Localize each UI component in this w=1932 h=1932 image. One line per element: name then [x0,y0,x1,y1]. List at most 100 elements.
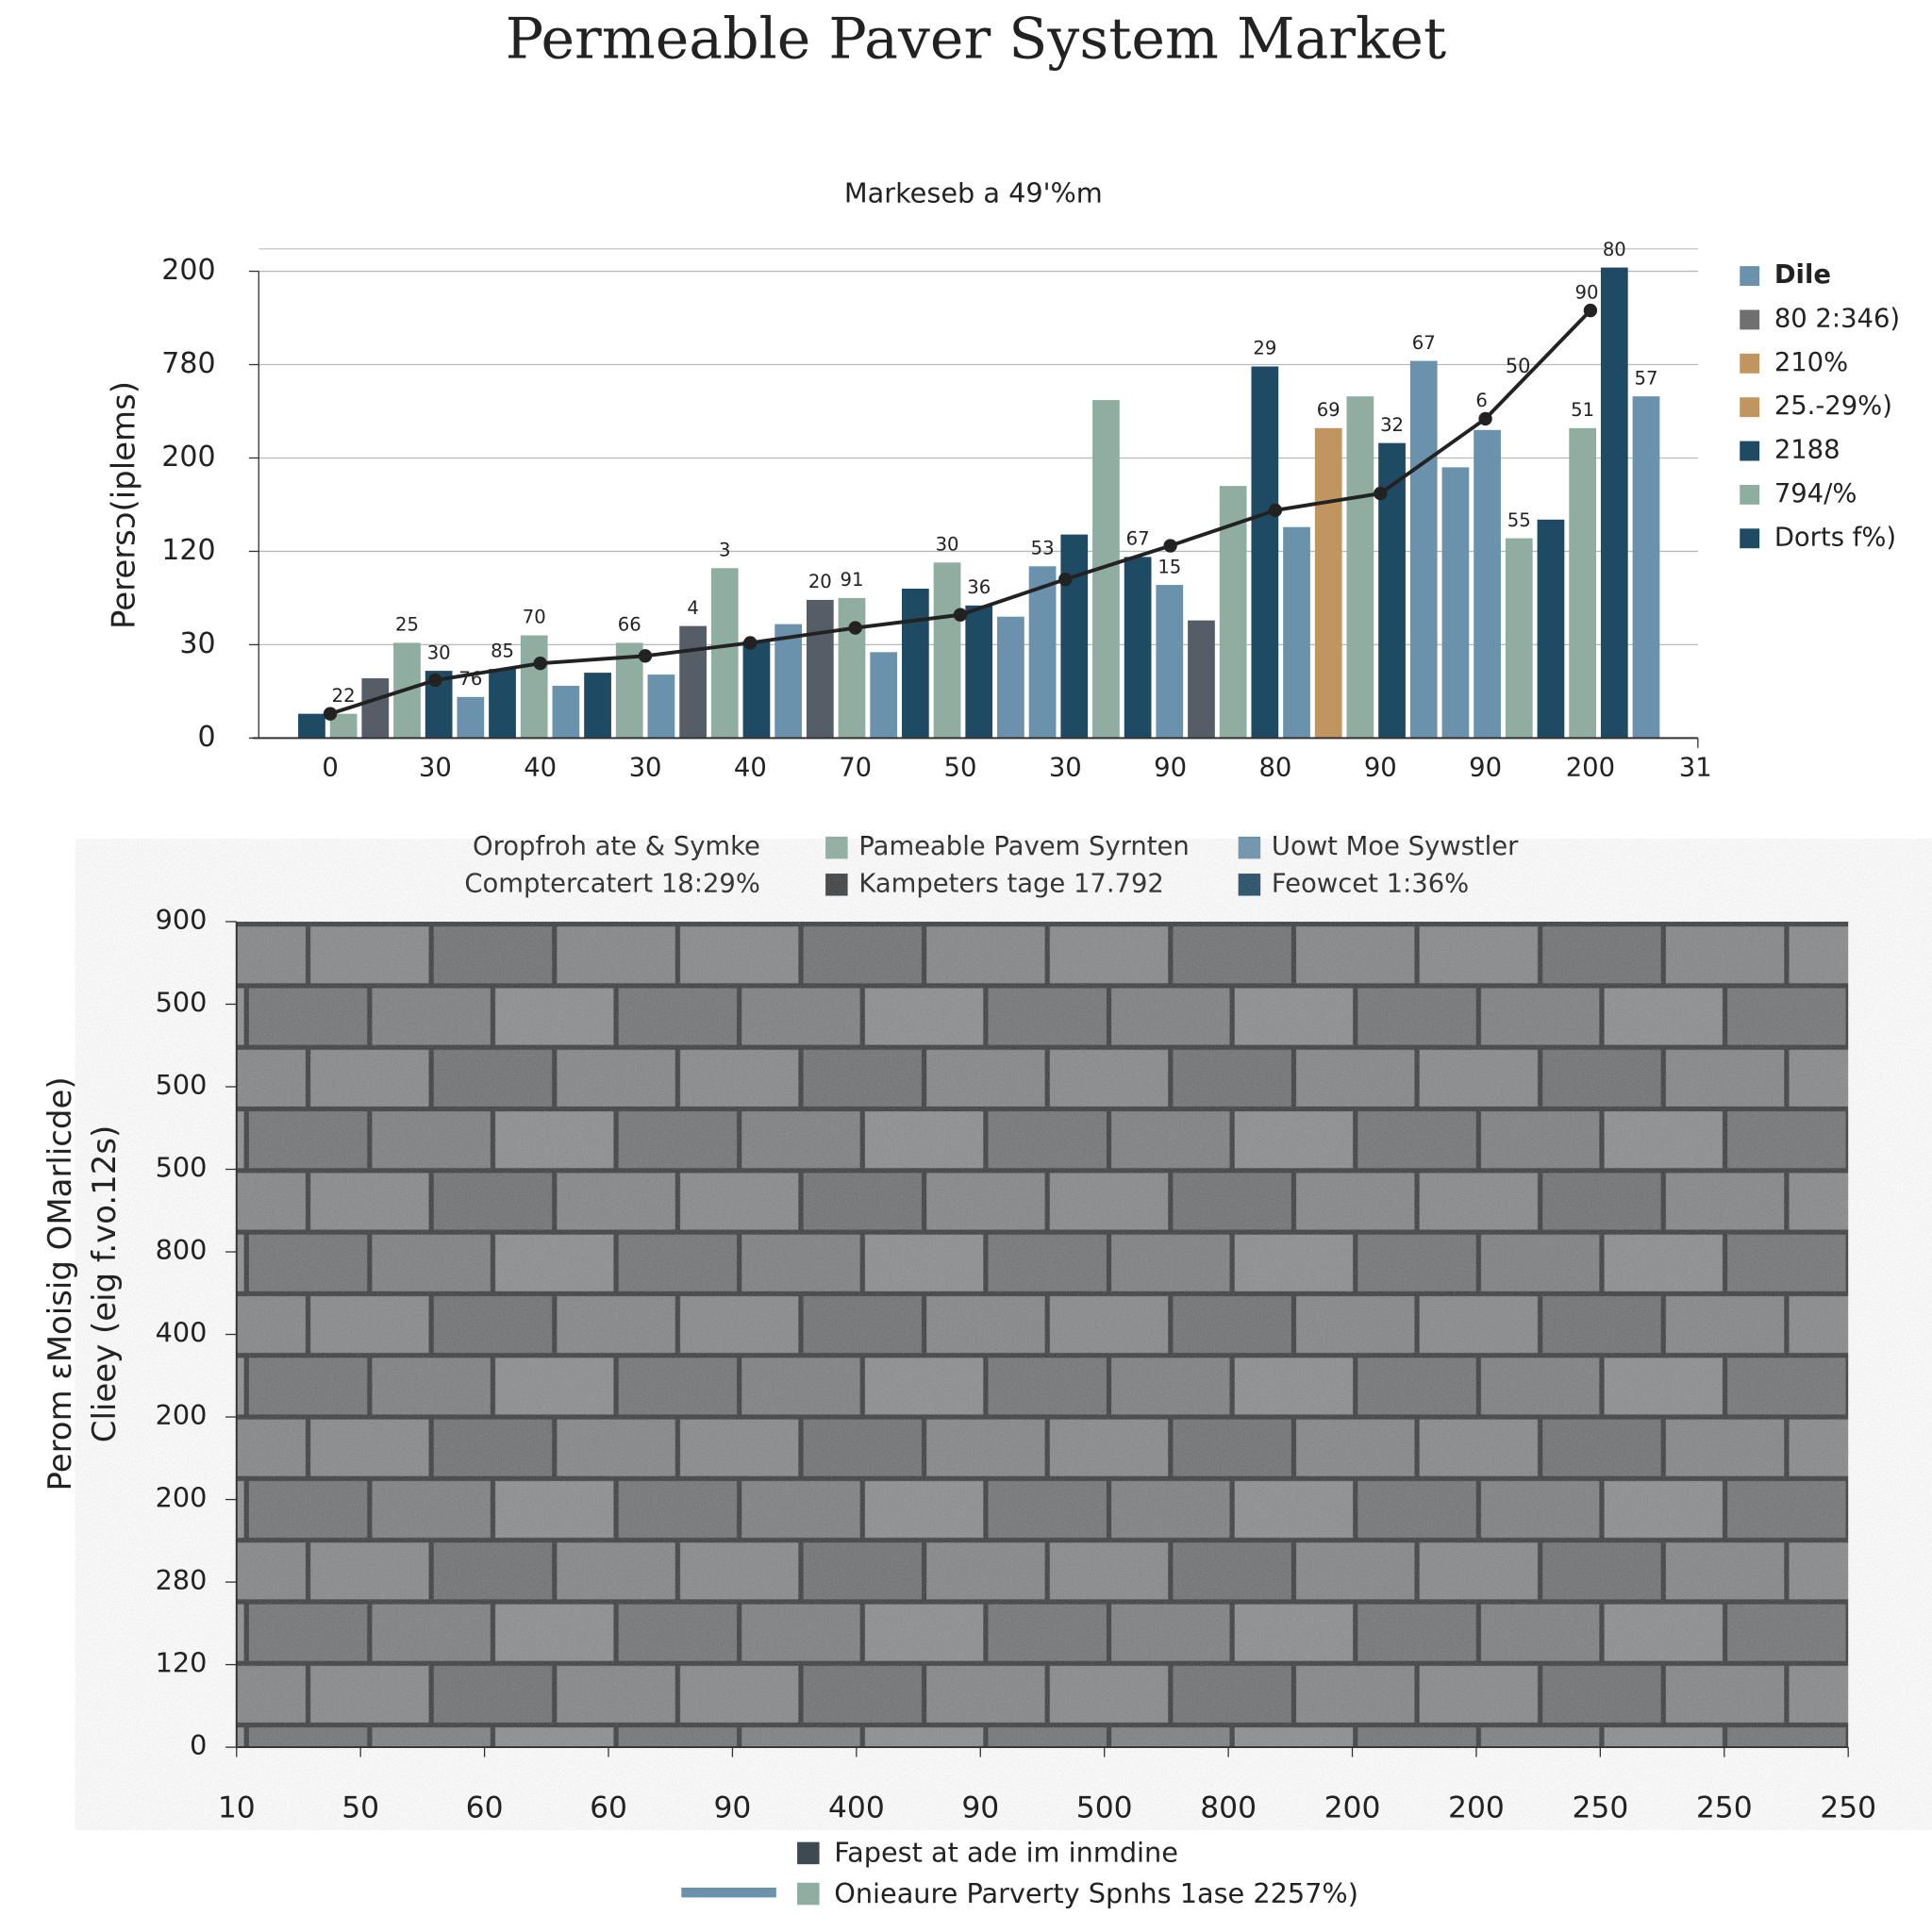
x-tick-label: 200 [1448,1790,1505,1824]
x-tick-label: 250 [1820,1790,1876,1824]
y-tick-label: 500 [156,986,208,1018]
legend-swatch [1740,266,1760,287]
chart-subtitle: Markeseb a 49'%m [844,176,1103,208]
bar-value-label: 30 [427,641,451,663]
bar [1474,429,1501,739]
legend-label: 794/% [1774,479,1857,508]
x-tick-label: 90 [714,1790,752,1824]
bar-value-label: 66 [618,614,641,636]
bar [584,673,611,739]
x-tick-label: 40 [734,754,767,783]
legend-swatch [1238,836,1261,859]
bar-value-label: 30 [936,534,959,556]
x-tick-label: 30 [1049,754,1082,783]
x-tick-label: 90 [1154,754,1187,783]
y-tick-label: 200 [161,254,215,287]
bar [1124,557,1152,739]
trend-point [1268,503,1283,518]
legend-swatch [1740,484,1760,505]
bar [997,616,1024,739]
trend-point [638,649,653,663]
bar-value-label: 67 [1126,528,1150,550]
bar [1188,620,1215,739]
x-tick-label: 50 [944,754,977,783]
legend-swatch [797,1882,820,1906]
bar-value-label: 80 [1603,239,1626,260]
x-tick-label: 200 [1324,1790,1381,1824]
x-tick-label: 50 [341,1790,379,1824]
bar [838,597,866,739]
trend-point [1163,539,1177,553]
bar-value-label: 53 [1031,537,1055,558]
trend-point [1478,411,1492,426]
x-tick-label: 40 [524,754,557,783]
legend-label: Dorts f%) [1774,523,1896,552]
legend-swatch [797,1841,820,1865]
x-tick-label: 90 [961,1790,999,1824]
legend-label: Fapest at ade im inmdine [834,1837,1178,1869]
y-tick-label: 500 [156,1152,208,1184]
y-axis-label: Perersɔ(iplems) [106,381,143,629]
bar [1409,360,1438,739]
bar-value-label: 69 [1317,399,1341,421]
bar-value-label: 55 [1507,509,1531,531]
bar-value-label: 36 [967,576,991,598]
legend-label: 80 2:346) [1774,304,1900,333]
bar-value-label: 25 [395,614,419,636]
x-tick-label: 70 [839,754,872,783]
bar-value-label: 70 [523,607,546,628]
legend-swatch [825,874,848,896]
legend-swatch [825,836,848,859]
y-axis-label: Clieey (eig f.vo.12s) [86,1125,124,1442]
y-tick-label: 900 [156,904,208,936]
bar [1600,267,1628,739]
x-tick-label: 0 [322,754,338,783]
bar-value-label: 15 [1158,556,1181,577]
bar [520,635,548,739]
y-tick-label: 0 [197,721,215,754]
bar [710,568,739,739]
bar [1251,366,1279,739]
legend-label: Feowcet 1:36% [1272,869,1469,898]
bar [933,562,961,739]
legend-label: Kampeters tage 17.792 [858,869,1164,898]
bar-value-label: 3 [719,539,730,560]
page-title: Permeable Paver System Market [506,6,1446,72]
bar [1060,534,1089,739]
y-axis-label: Perom ɛMoisig OMarlicde) [42,1076,79,1491]
y-tick-label: 200 [161,441,215,474]
bar [742,641,771,739]
trend-point [1374,486,1388,501]
legend-label: 210% [1774,348,1848,377]
trend-point [428,673,442,688]
legend-label: Dile [1774,260,1831,290]
bar [1505,538,1533,739]
legend-swatch [1740,441,1760,461]
y-tick-label: 280 [156,1564,208,1596]
y-tick-label: 120 [161,534,215,567]
y-tick-label: 800 [156,1234,208,1266]
legend-label: Comptercatert 18:29% [464,869,760,898]
bar [870,652,898,739]
bar-value-label: 57 [1635,367,1658,389]
x-tick-label: 10 [218,1790,256,1824]
bar [361,678,390,739]
x-tick-label: 400 [828,1790,885,1824]
trend-point [848,621,862,635]
bar [1283,526,1310,739]
trend-point [533,657,547,671]
x-tick-label: 30 [419,754,452,783]
bar [457,696,485,739]
y-tick-label: 200 [156,1482,208,1514]
bar [1314,427,1342,739]
bar [1537,519,1565,739]
bar [1156,585,1184,739]
bar [1028,566,1057,739]
legend-swatch [1740,397,1760,418]
x-tick-label: 250 [1696,1790,1753,1824]
trend-point [323,707,338,721]
bar [901,589,929,739]
bar-value-label: 67 [1412,332,1436,354]
annotation: 50 [1506,355,1531,377]
legend-swatch [1740,309,1760,330]
